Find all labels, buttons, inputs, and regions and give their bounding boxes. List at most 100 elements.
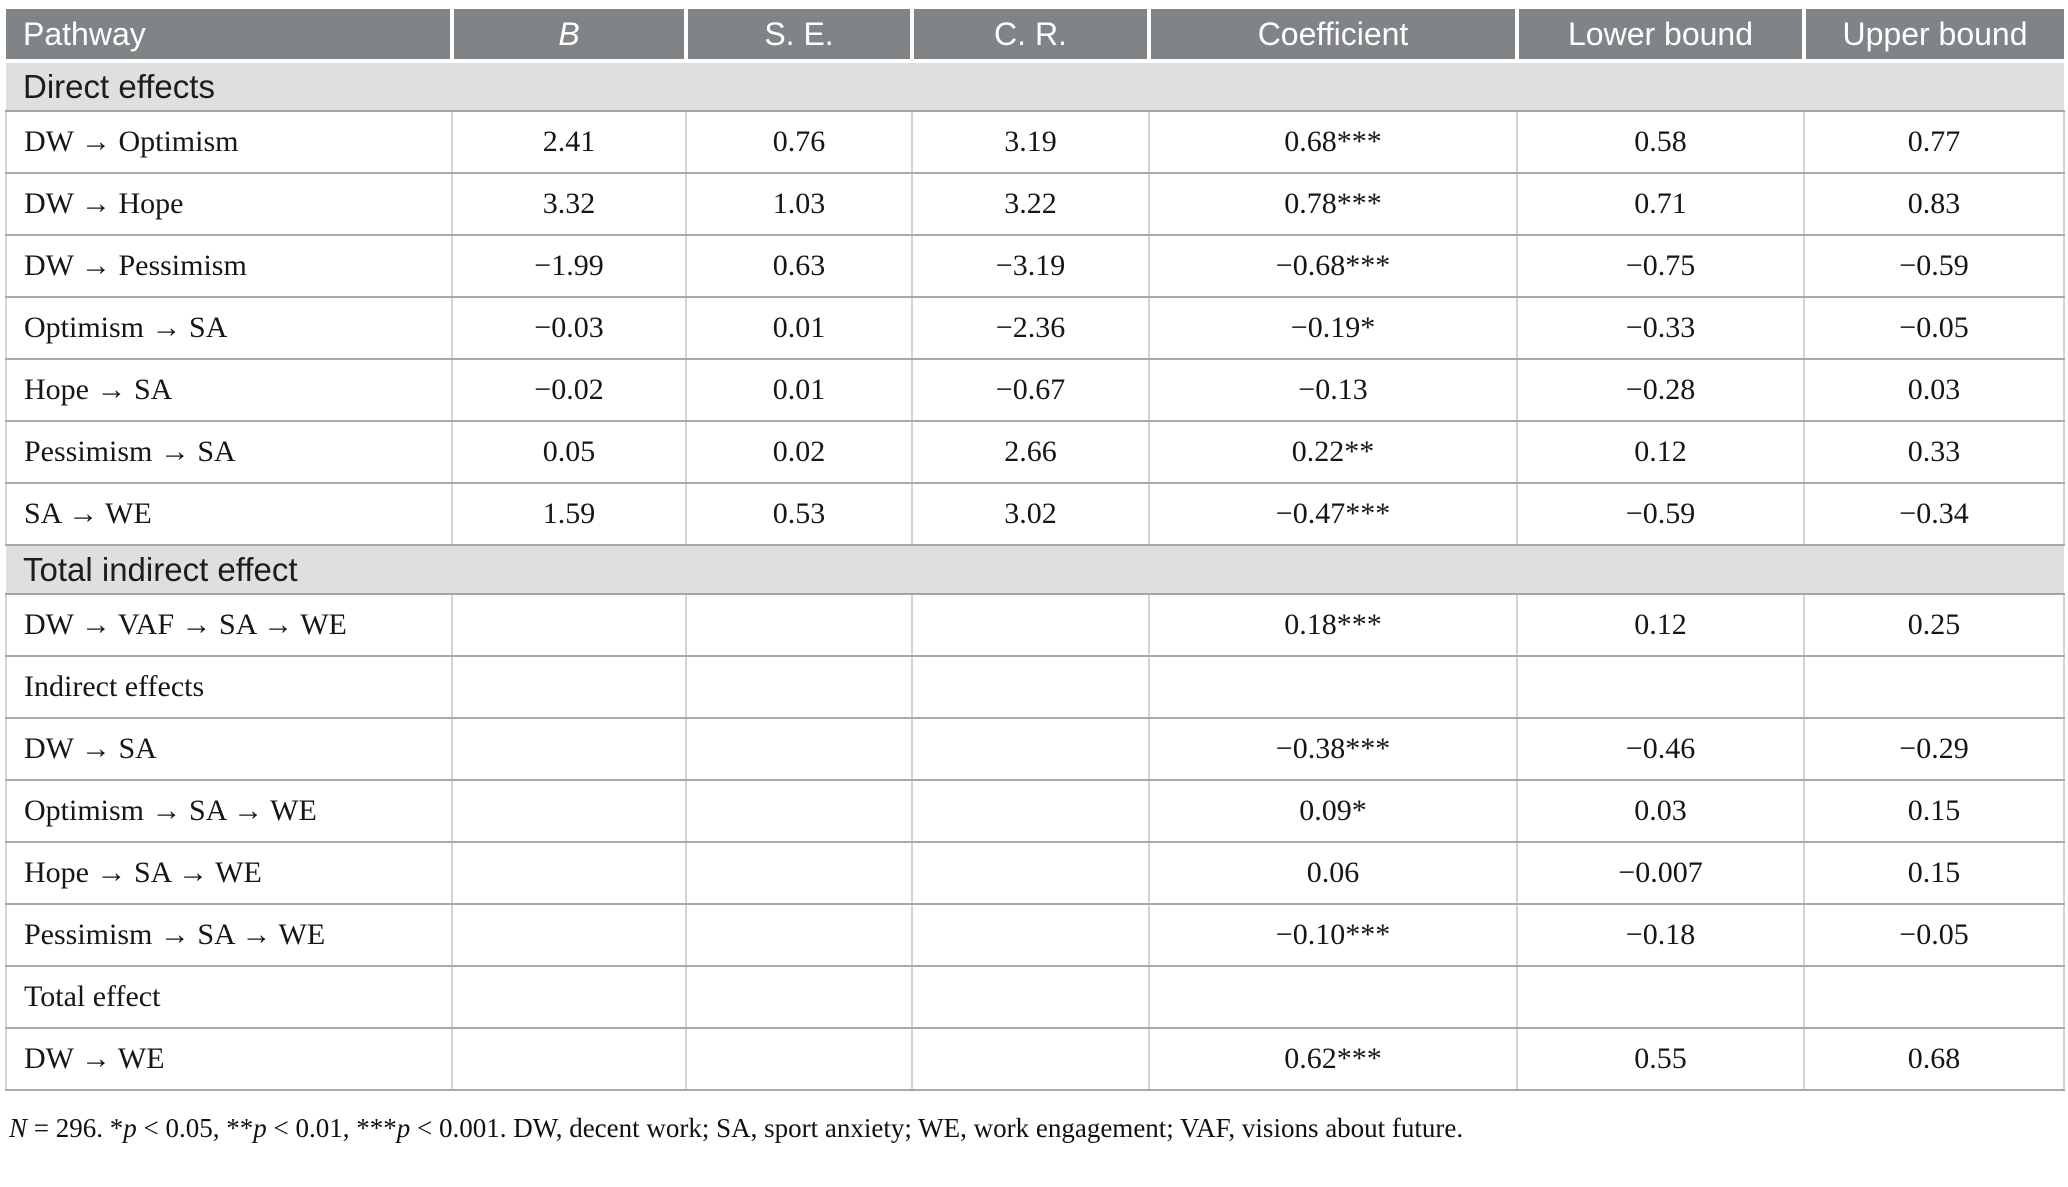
value-cell-cr: 3.22 bbox=[911, 173, 1150, 236]
value-cell-lower: 0.71 bbox=[1516, 173, 1805, 236]
value-cell-upper: −0.29 bbox=[1803, 718, 2065, 781]
value-cell-cr: −3.19 bbox=[911, 235, 1150, 298]
value-cell-cr: −0.67 bbox=[911, 359, 1150, 422]
pathway-cell: DW → WE bbox=[5, 1028, 453, 1091]
value-cell-coef: −0.68*** bbox=[1148, 235, 1518, 298]
value-cell-coef: 0.09* bbox=[1148, 780, 1518, 843]
col-header-cr: C. R. bbox=[912, 9, 1151, 63]
value-cell-se: 0.76 bbox=[685, 111, 913, 174]
footnote-segment: < 0.001. DW, decent work; SA, sport anxi… bbox=[410, 1113, 1464, 1143]
value-cell-se: 0.02 bbox=[685, 421, 913, 484]
value-cell-upper: 0.03 bbox=[1803, 359, 2065, 422]
table-row: SA → WE 1.59 0.53 3.02 −0.47*** −0.59 −0.34 bbox=[5, 483, 2065, 546]
value-cell-coef: −0.10*** bbox=[1148, 904, 1518, 967]
section-row: Total indirect effect bbox=[6, 544, 2064, 595]
value-cell-upper bbox=[1803, 656, 2065, 719]
value-cell-coef: −0.38*** bbox=[1148, 718, 1518, 781]
value-cell-b bbox=[451, 966, 687, 1029]
value-cell-lower bbox=[1516, 656, 1805, 719]
value-cell-coef: 0.22** bbox=[1148, 421, 1518, 484]
table-body: Direct effects DW → Optimism 2.41 0.76 3.19 0… bbox=[5, 60, 2065, 1091]
value-cell-upper: 0.25 bbox=[1803, 594, 2065, 657]
value-cell-coef: 0.62*** bbox=[1148, 1028, 1518, 1091]
value-cell-upper: −0.05 bbox=[1803, 904, 2065, 967]
value-cell-coef: −0.13 bbox=[1148, 359, 1518, 422]
value-cell-b: 3.32 bbox=[451, 173, 687, 236]
table-row: Optimism → SA → WE 0.09* 0.03 0.15 bbox=[5, 780, 2065, 843]
value-cell-se bbox=[685, 842, 913, 905]
footnote-italic-segment: p bbox=[396, 1113, 411, 1143]
table-row: DW → SA −0.38*** −0.46 −0.29 bbox=[5, 718, 2065, 781]
value-cell-coef bbox=[1148, 966, 1518, 1029]
value-cell-cr bbox=[911, 1028, 1150, 1091]
value-cell-b: −1.99 bbox=[451, 235, 687, 298]
header-row: Pathway B S. E. C. R. Coefficient Lower bound… bbox=[6, 9, 2064, 63]
value-cell-se bbox=[685, 718, 913, 781]
value-cell-se: 0.63 bbox=[685, 235, 913, 298]
value-cell-upper: 0.83 bbox=[1803, 173, 2065, 236]
value-cell-coef: 0.06 bbox=[1148, 842, 1518, 905]
value-cell-se bbox=[685, 656, 913, 719]
value-cell-lower: −0.28 bbox=[1516, 359, 1805, 422]
footnote-segment: = 296. * bbox=[27, 1113, 124, 1143]
col-header-se: S. E. bbox=[686, 9, 914, 63]
table-row: Indirect effects bbox=[5, 656, 2065, 719]
pathway-cell: Total effect bbox=[5, 966, 453, 1029]
value-cell-b bbox=[451, 780, 687, 843]
pathway-cell: Pessimism → SA bbox=[5, 421, 453, 484]
value-cell-b: 0.05 bbox=[451, 421, 687, 484]
path-analysis-table: Pathway B S. E. C. R. Coefficient Lower bound… bbox=[5, 9, 2065, 1091]
value-cell-se: 0.01 bbox=[685, 297, 913, 360]
table-row: DW → Pessimism −1.99 0.63 −3.19 −0.68*** −0.7… bbox=[5, 235, 2065, 298]
value-cell-upper bbox=[1803, 966, 2065, 1029]
value-cell-cr: 3.19 bbox=[911, 111, 1150, 174]
value-cell-se: 1.03 bbox=[685, 173, 913, 236]
value-cell-cr bbox=[911, 656, 1150, 719]
footnote-italic-segment: p bbox=[253, 1113, 267, 1143]
value-cell-cr bbox=[911, 594, 1150, 657]
value-cell-coef: −0.19* bbox=[1148, 297, 1518, 360]
table-row: DW → Optimism 2.41 0.76 3.19 0.68*** 0.58 0.77 bbox=[5, 111, 2065, 174]
col-header-coef: Coefficient bbox=[1149, 9, 1519, 63]
value-cell-coef: 0.18*** bbox=[1148, 594, 1518, 657]
value-cell-upper: −0.05 bbox=[1803, 297, 2065, 360]
footnote-italic-segment: p bbox=[123, 1113, 137, 1143]
value-cell-lower: −0.75 bbox=[1516, 235, 1805, 298]
value-cell-b: 1.59 bbox=[451, 483, 687, 546]
pathway-cell: DW → VAF → SA → WE bbox=[5, 594, 453, 657]
table-row: DW → VAF → SA → WE 0.18*** 0.12 0.25 bbox=[5, 594, 2065, 657]
value-cell-b: −0.02 bbox=[451, 359, 687, 422]
pathway-cell: Optimism → SA → WE bbox=[5, 780, 453, 843]
value-cell-se bbox=[685, 780, 913, 843]
value-cell-upper: 0.77 bbox=[1803, 111, 2065, 174]
section-label: Total indirect effect bbox=[6, 544, 2064, 595]
table-row: Pessimism → SA 0.05 0.02 2.66 0.22** 0.12 0.33 bbox=[5, 421, 2065, 484]
pathway-cell: SA → WE bbox=[5, 483, 453, 546]
col-header-pathway: Pathway bbox=[6, 9, 454, 63]
pathway-cell: Pessimism → SA → WE bbox=[5, 904, 453, 967]
col-header-lower: Lower bound bbox=[1517, 9, 1806, 63]
value-cell-b: −0.03 bbox=[451, 297, 687, 360]
table-row: Total effect bbox=[5, 966, 2065, 1029]
value-cell-lower: 0.55 bbox=[1516, 1028, 1805, 1091]
table-row: DW → Hope 3.32 1.03 3.22 0.78*** 0.71 0.83 bbox=[5, 173, 2065, 236]
pathway-cell: DW → Pessimism bbox=[5, 235, 453, 298]
value-cell-b: 2.41 bbox=[451, 111, 687, 174]
value-cell-b bbox=[451, 1028, 687, 1091]
pathway-cell: DW → SA bbox=[5, 718, 453, 781]
col-header-b: B bbox=[452, 9, 688, 63]
value-cell-cr bbox=[911, 718, 1150, 781]
value-cell-lower: −0.46 bbox=[1516, 718, 1805, 781]
footnote-segment: < 0.01, *** bbox=[266, 1113, 397, 1143]
value-cell-lower: −0.59 bbox=[1516, 483, 1805, 546]
value-cell-lower: −0.33 bbox=[1516, 297, 1805, 360]
value-cell-cr: −2.36 bbox=[911, 297, 1150, 360]
table-row: Optimism → SA −0.03 0.01 −2.36 −0.19* −0.33 −0… bbox=[5, 297, 2065, 360]
value-cell-b bbox=[451, 842, 687, 905]
value-cell-se bbox=[685, 966, 913, 1029]
value-cell-b bbox=[451, 718, 687, 781]
pathway-cell: DW → Hope bbox=[5, 173, 453, 236]
value-cell-coef: −0.47*** bbox=[1148, 483, 1518, 546]
value-cell-se bbox=[685, 594, 913, 657]
